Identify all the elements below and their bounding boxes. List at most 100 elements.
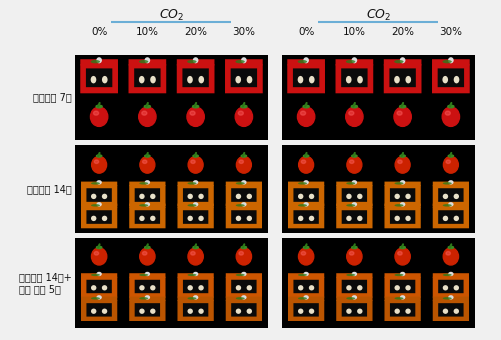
Ellipse shape [348, 111, 353, 115]
Ellipse shape [187, 204, 196, 207]
Ellipse shape [139, 285, 144, 290]
Ellipse shape [91, 182, 100, 185]
FancyBboxPatch shape [432, 185, 468, 206]
FancyBboxPatch shape [129, 277, 165, 298]
FancyBboxPatch shape [134, 68, 160, 87]
Ellipse shape [399, 155, 404, 157]
FancyBboxPatch shape [341, 68, 367, 87]
Ellipse shape [404, 285, 410, 290]
Ellipse shape [139, 297, 148, 300]
FancyBboxPatch shape [225, 185, 262, 206]
FancyBboxPatch shape [182, 210, 208, 224]
FancyBboxPatch shape [128, 59, 166, 65]
Ellipse shape [91, 60, 100, 63]
FancyBboxPatch shape [341, 210, 366, 224]
Ellipse shape [240, 105, 246, 108]
Text: $\mathit{CO_2}$: $\mathit{CO_2}$ [159, 8, 184, 23]
Ellipse shape [187, 308, 192, 314]
Ellipse shape [198, 216, 203, 221]
Ellipse shape [442, 216, 447, 221]
Ellipse shape [303, 155, 308, 157]
Ellipse shape [442, 248, 457, 265]
Ellipse shape [240, 295, 246, 300]
Ellipse shape [91, 308, 96, 314]
FancyBboxPatch shape [432, 277, 468, 298]
Ellipse shape [94, 252, 99, 255]
FancyBboxPatch shape [177, 185, 213, 206]
Ellipse shape [240, 202, 246, 207]
Ellipse shape [139, 182, 148, 185]
Ellipse shape [187, 194, 192, 199]
Ellipse shape [351, 105, 357, 108]
FancyBboxPatch shape [432, 207, 468, 228]
Ellipse shape [445, 252, 449, 255]
Ellipse shape [346, 216, 351, 221]
Ellipse shape [308, 285, 314, 290]
Ellipse shape [298, 308, 303, 314]
FancyBboxPatch shape [389, 303, 414, 317]
Ellipse shape [144, 202, 150, 207]
FancyBboxPatch shape [86, 280, 112, 293]
Ellipse shape [190, 160, 195, 164]
FancyBboxPatch shape [293, 68, 319, 87]
FancyBboxPatch shape [341, 188, 366, 202]
Ellipse shape [235, 274, 244, 276]
Ellipse shape [351, 202, 356, 207]
FancyBboxPatch shape [336, 300, 372, 321]
FancyBboxPatch shape [182, 303, 208, 317]
FancyBboxPatch shape [134, 188, 160, 202]
FancyBboxPatch shape [437, 303, 462, 317]
Ellipse shape [240, 246, 246, 249]
Ellipse shape [394, 204, 403, 207]
Ellipse shape [405, 76, 410, 83]
Ellipse shape [187, 285, 192, 290]
FancyBboxPatch shape [384, 207, 420, 228]
Ellipse shape [346, 248, 361, 265]
Ellipse shape [399, 105, 405, 108]
Ellipse shape [300, 111, 305, 115]
FancyBboxPatch shape [86, 68, 112, 87]
FancyBboxPatch shape [182, 280, 208, 293]
Ellipse shape [399, 246, 404, 249]
Ellipse shape [91, 76, 96, 83]
Ellipse shape [238, 160, 243, 164]
FancyBboxPatch shape [341, 303, 366, 317]
Ellipse shape [301, 252, 305, 255]
Ellipse shape [198, 194, 203, 199]
FancyBboxPatch shape [336, 277, 372, 298]
Ellipse shape [144, 57, 150, 63]
FancyBboxPatch shape [288, 185, 324, 206]
Ellipse shape [102, 194, 107, 199]
FancyBboxPatch shape [389, 68, 415, 87]
FancyBboxPatch shape [177, 277, 213, 298]
FancyBboxPatch shape [437, 68, 463, 87]
Ellipse shape [198, 76, 204, 83]
Ellipse shape [198, 285, 203, 290]
Ellipse shape [303, 105, 309, 108]
Ellipse shape [356, 216, 362, 221]
FancyBboxPatch shape [288, 296, 324, 301]
Ellipse shape [238, 252, 243, 255]
FancyBboxPatch shape [81, 273, 117, 278]
Ellipse shape [144, 295, 150, 300]
Ellipse shape [453, 216, 458, 221]
FancyBboxPatch shape [129, 182, 165, 186]
Ellipse shape [187, 182, 196, 185]
Ellipse shape [447, 246, 453, 249]
FancyBboxPatch shape [335, 64, 373, 93]
Ellipse shape [453, 76, 458, 83]
Ellipse shape [397, 252, 401, 255]
Ellipse shape [93, 111, 98, 115]
FancyBboxPatch shape [384, 273, 420, 278]
FancyBboxPatch shape [177, 273, 213, 278]
FancyBboxPatch shape [231, 303, 256, 317]
Bar [282, 145, 474, 233]
Ellipse shape [144, 272, 150, 276]
FancyBboxPatch shape [293, 303, 318, 317]
Ellipse shape [297, 107, 314, 126]
Ellipse shape [192, 272, 198, 276]
Ellipse shape [404, 216, 410, 221]
Ellipse shape [394, 274, 403, 276]
FancyBboxPatch shape [384, 300, 420, 321]
Ellipse shape [444, 111, 449, 115]
